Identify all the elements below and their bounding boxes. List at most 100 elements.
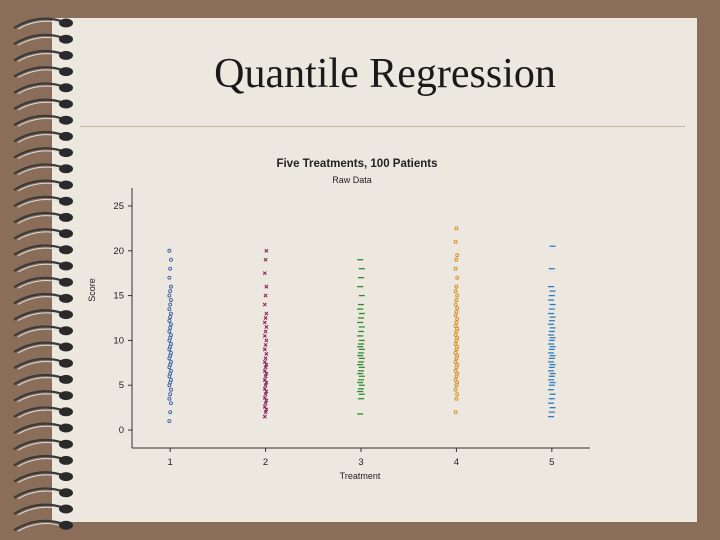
data-point: [453, 239, 458, 244]
data-point: [167, 307, 172, 311]
spiral-coil-highlight: [17, 393, 63, 403]
y-tick-label: 15: [113, 291, 124, 302]
data-point: [169, 377, 173, 382]
data-point: [453, 368, 458, 373]
spiral-hole: [59, 261, 73, 271]
data-point: [262, 368, 267, 373]
spiral-hole: [59, 229, 73, 239]
data-point: [453, 313, 458, 318]
data-point: [264, 325, 269, 329]
spiral-hole: [59, 391, 73, 401]
spiral-coil: [13, 211, 65, 224]
spiral-coil-highlight: [17, 215, 63, 224]
spiral-hole: [59, 245, 73, 255]
data-point: [262, 377, 267, 382]
spiral-coil-highlight: [17, 231, 63, 241]
data-point: [263, 383, 268, 388]
data-point: [263, 356, 268, 361]
data-point: [262, 347, 267, 352]
data-point: [455, 380, 460, 385]
data-point: [454, 298, 459, 303]
data-point: [169, 257, 173, 262]
spiral-coil-highlight: [17, 101, 63, 111]
spiral-coil-highlight: [17, 458, 63, 467]
data-point: [454, 257, 459, 262]
spiral-coil-highlight: [17, 150, 63, 160]
spiral-hole: [59, 131, 73, 141]
spiral-coil: [13, 406, 65, 418]
data-point: [263, 365, 268, 370]
spiral-coil: [13, 17, 65, 29]
data-point: [169, 387, 173, 392]
spiral-coil: [13, 309, 65, 321]
y-tick-label: 0: [119, 425, 124, 436]
data-point: [454, 284, 459, 289]
spiral-coil-highlight: [17, 117, 63, 127]
spiral-coil-highlight: [17, 247, 63, 257]
y-tick-label: 25: [113, 201, 124, 212]
data-point: [169, 351, 173, 355]
spiral-hole: [59, 148, 73, 158]
spiral-coil: [13, 373, 65, 386]
spiral-coil: [13, 292, 65, 305]
chart-title: Five Treatments, 100 Patients: [276, 158, 437, 170]
spiral-hole: [59, 342, 73, 352]
spiral-coil-highlight: [17, 85, 63, 95]
data-point: [262, 320, 267, 325]
spiral-coil: [13, 244, 65, 256]
spiral-hole: [59, 520, 73, 530]
spiral-coil: [13, 276, 65, 289]
spiral-coil: [13, 422, 65, 434]
data-point: [263, 342, 268, 347]
data-point: [455, 335, 460, 340]
spiral-coil-highlight: [17, 522, 63, 532]
data-point: [455, 306, 460, 311]
spiral-coil: [13, 66, 65, 78]
data-point: [169, 368, 173, 373]
spiral-coil-highlight: [17, 166, 63, 176]
data-point: [262, 359, 267, 364]
data-point: [262, 333, 267, 338]
spiral-hole: [59, 277, 73, 287]
x-tick-label: 2: [263, 457, 268, 468]
data-point: [168, 302, 173, 307]
y-tick-label: 20: [113, 246, 124, 257]
spiral-coil-highlight: [17, 425, 63, 435]
spiral-coil: [13, 130, 65, 143]
spiral-coil-highlight: [17, 36, 63, 46]
data-point: [264, 407, 269, 412]
data-point: [455, 316, 460, 321]
data-point: [167, 419, 172, 424]
data-point: [262, 386, 267, 391]
data-point: [168, 266, 173, 271]
data-point: [453, 324, 458, 329]
spiral-coil: [13, 487, 65, 499]
slide-background: [52, 18, 697, 522]
y-tick-label: 10: [113, 335, 124, 346]
data-point: [455, 326, 460, 331]
data-point: [264, 338, 269, 343]
data-point: [167, 329, 172, 334]
x-tick-label: 1: [168, 457, 173, 468]
spiral-hole: [59, 180, 73, 190]
spiral-coil-highlight: [17, 312, 63, 322]
spiral-coil: [13, 341, 65, 353]
spiral-hole: [59, 293, 73, 303]
data-point: [169, 284, 173, 289]
data-point: [455, 293, 460, 298]
spiral-coil: [13, 114, 65, 127]
data-point: [169, 359, 173, 364]
spiral-coil: [13, 98, 65, 110]
spiral-coil: [13, 195, 65, 208]
data-point: [169, 298, 173, 303]
data-point: [168, 315, 173, 320]
spiral-hole: [59, 115, 73, 125]
data-point: [453, 410, 458, 415]
spiral-hole: [59, 504, 73, 514]
data-point: [453, 266, 458, 271]
data-point: [262, 302, 267, 307]
spiral-coil: [13, 147, 65, 159]
data-point: [169, 333, 173, 337]
data-point: [454, 226, 459, 231]
data-point: [263, 392, 268, 397]
